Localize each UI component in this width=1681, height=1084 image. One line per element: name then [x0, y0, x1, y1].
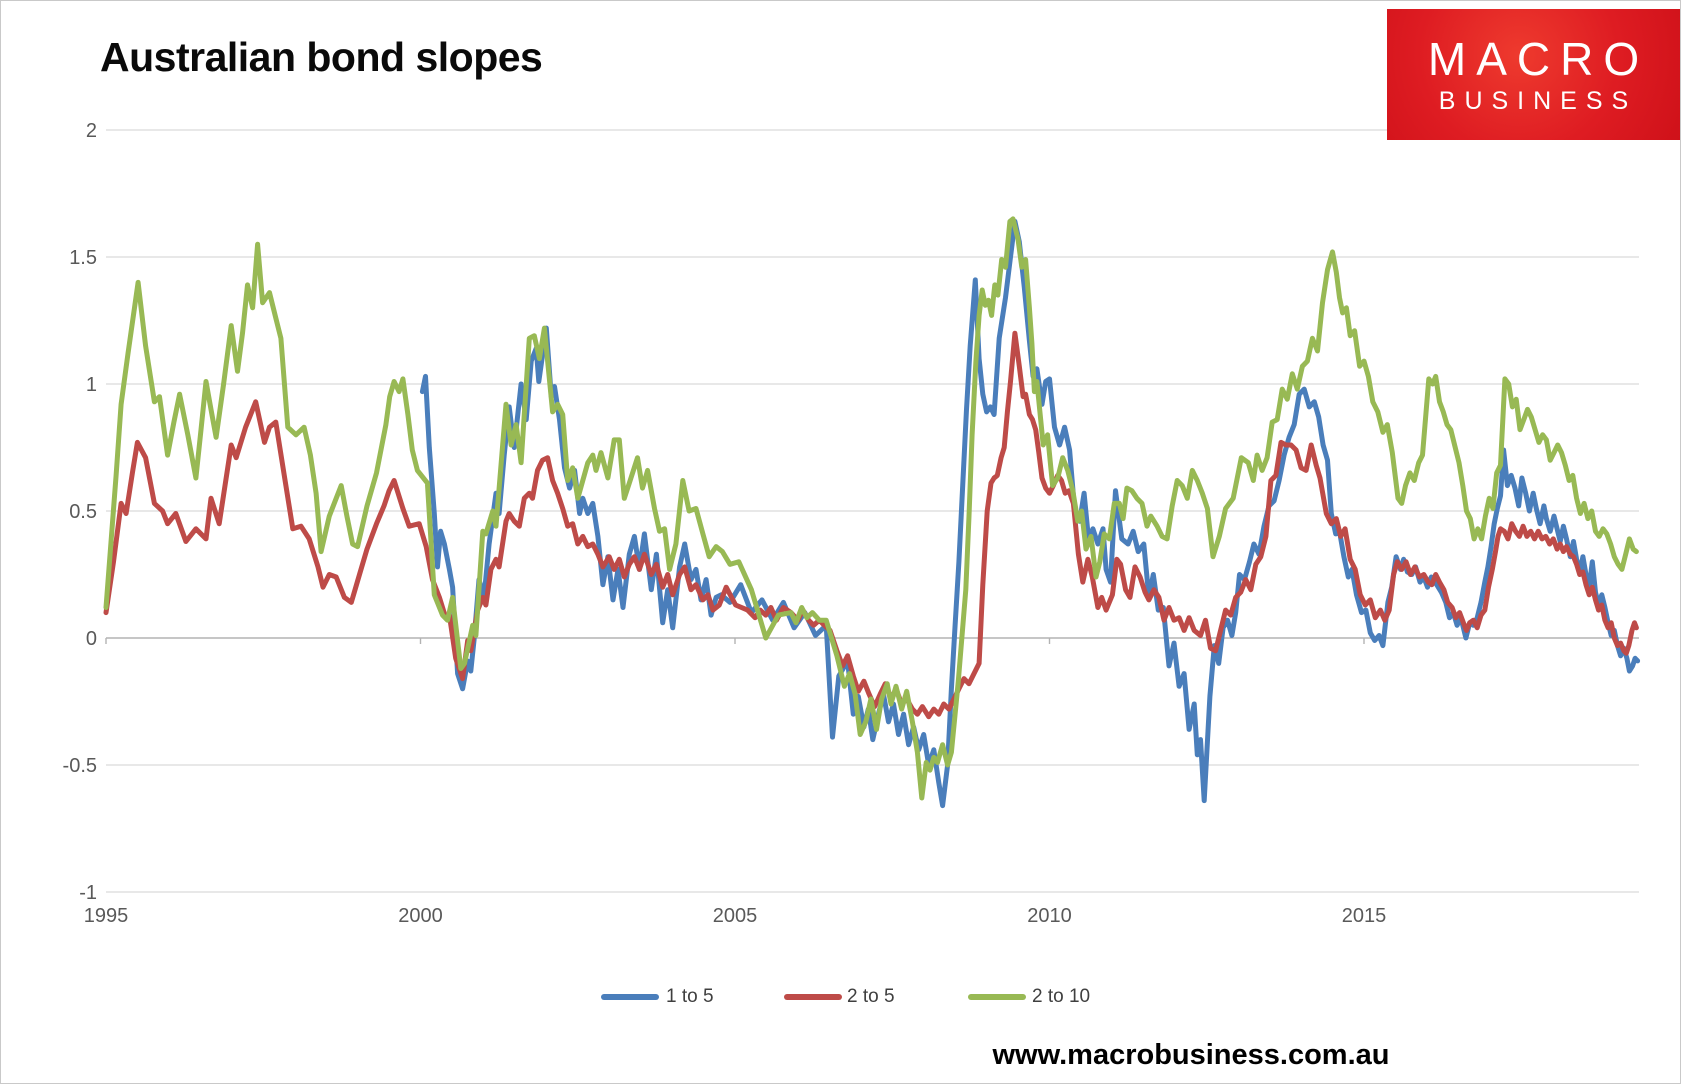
- x-axis-ticks: [105, 638, 1365, 644]
- y-tick-label: -0.5: [63, 755, 97, 777]
- x-tick-label: 2000: [398, 905, 443, 927]
- logo-text-macro: MACRO: [1427, 32, 1650, 85]
- x-axis-labels: 1995 2000 2005 2010 2015: [84, 905, 1387, 927]
- x-tick-label: 2005: [713, 905, 758, 927]
- y-tick-label: 0: [86, 628, 97, 650]
- chart-title: Australian bond slopes: [100, 34, 543, 80]
- y-tick-label: 1.5: [69, 247, 97, 269]
- macrobusiness-logo: MACRO BUSINESS: [1387, 9, 1680, 140]
- logo-text-business: BUSINESS: [1438, 86, 1638, 115]
- y-tick-label: 1: [86, 374, 97, 396]
- x-tick-label: 2010: [1027, 905, 1072, 927]
- series-line-2-to-5: [103, 330, 1639, 720]
- footer-url: www.macrobusiness.com.au: [992, 1039, 1390, 1071]
- y-axis-labels: 2 1.5 1 0.5 0 -0.5 -1: [63, 120, 97, 904]
- y-tick-label: 0.5: [69, 501, 97, 523]
- y-tick-label: 2: [86, 120, 97, 142]
- x-tick-label: 1995: [84, 905, 129, 927]
- y-tick-label: -1: [79, 882, 97, 904]
- gridlines: [106, 129, 1639, 893]
- series-line-2-to-10: [103, 216, 1639, 801]
- x-tick-label: 2015: [1342, 905, 1387, 927]
